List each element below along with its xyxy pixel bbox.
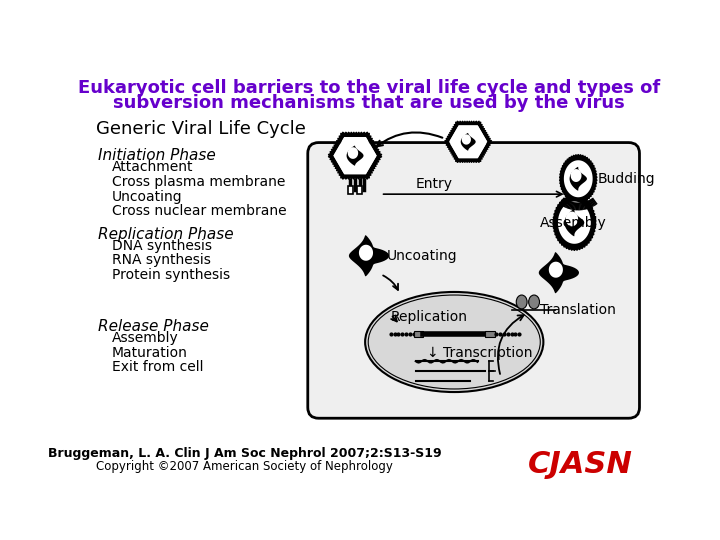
Polygon shape bbox=[333, 137, 377, 174]
Bar bbox=[357, 186, 362, 194]
Text: Exit from cell: Exit from cell bbox=[112, 361, 203, 374]
Text: Assembly: Assembly bbox=[539, 215, 606, 230]
Polygon shape bbox=[346, 146, 364, 166]
Polygon shape bbox=[461, 133, 476, 151]
Text: Uncoating: Uncoating bbox=[112, 190, 182, 204]
Text: Bruggeman, L. A. Clin J Am Soc Nephrol 2007;2:S13-S19: Bruggeman, L. A. Clin J Am Soc Nephrol 2… bbox=[48, 448, 442, 461]
Polygon shape bbox=[566, 212, 578, 226]
Polygon shape bbox=[328, 132, 382, 180]
Ellipse shape bbox=[365, 292, 544, 392]
Text: Uncoating: Uncoating bbox=[387, 249, 457, 263]
Bar bbox=[414, 331, 423, 338]
Text: Initiation Phase: Initiation Phase bbox=[98, 148, 215, 163]
Polygon shape bbox=[549, 262, 563, 278]
Polygon shape bbox=[570, 167, 587, 191]
Text: Eukaryotic cell barriers to the viral life cycle and types of: Eukaryotic cell barriers to the viral li… bbox=[78, 79, 660, 97]
Polygon shape bbox=[462, 134, 471, 145]
Text: Cross nuclear membrane: Cross nuclear membrane bbox=[112, 204, 287, 218]
Text: Translation: Translation bbox=[539, 302, 616, 316]
Text: Attachment: Attachment bbox=[112, 160, 193, 174]
Polygon shape bbox=[449, 125, 487, 158]
Polygon shape bbox=[359, 245, 373, 261]
Polygon shape bbox=[444, 120, 492, 163]
Text: subversion mechanisms that are used by the virus: subversion mechanisms that are used by t… bbox=[113, 94, 625, 112]
Text: Release Phase: Release Phase bbox=[98, 319, 209, 334]
Polygon shape bbox=[552, 194, 596, 251]
Text: Protein synthesis: Protein synthesis bbox=[112, 268, 230, 282]
Bar bbox=[485, 331, 495, 338]
Ellipse shape bbox=[528, 295, 539, 309]
Text: Assembly: Assembly bbox=[112, 331, 179, 345]
FancyBboxPatch shape bbox=[307, 143, 639, 418]
Text: Copyright ©2007 American Society of Nephrology: Copyright ©2007 American Society of Neph… bbox=[96, 460, 393, 473]
Polygon shape bbox=[564, 160, 593, 197]
Polygon shape bbox=[571, 169, 582, 182]
Text: Budding: Budding bbox=[598, 172, 655, 186]
Polygon shape bbox=[349, 235, 389, 276]
Text: Maturation: Maturation bbox=[112, 346, 188, 360]
Polygon shape bbox=[348, 147, 358, 159]
Text: Entry: Entry bbox=[415, 177, 452, 191]
Polygon shape bbox=[559, 154, 598, 204]
Text: Replication: Replication bbox=[391, 310, 468, 325]
Text: CJASN: CJASN bbox=[528, 450, 632, 479]
Text: ↓ Transcription: ↓ Transcription bbox=[427, 346, 533, 360]
Text: RNA synthesis: RNA synthesis bbox=[112, 253, 210, 267]
Text: Replication Phase: Replication Phase bbox=[98, 226, 233, 241]
Bar bbox=[348, 186, 353, 194]
Text: DNA synthesis: DNA synthesis bbox=[112, 239, 212, 253]
Polygon shape bbox=[564, 209, 585, 236]
Ellipse shape bbox=[516, 295, 527, 309]
Text: Cross plasma membrane: Cross plasma membrane bbox=[112, 175, 285, 189]
Text: Generic Viral Life Cycle: Generic Viral Life Cycle bbox=[96, 120, 306, 138]
Polygon shape bbox=[558, 201, 591, 244]
Polygon shape bbox=[539, 252, 579, 293]
